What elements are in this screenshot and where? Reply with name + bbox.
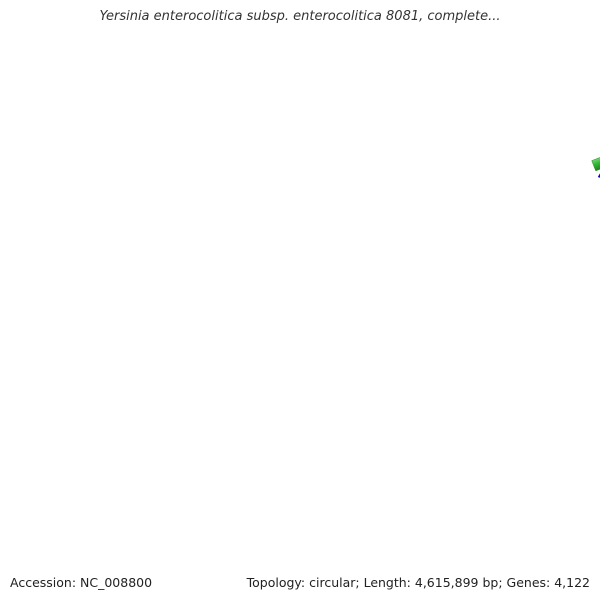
gene-feature[interactable] [591,140,600,172]
accession-text: Accession: NC_008800 [10,575,153,590]
topology-text: Topology: circular; Length: 4,615,899 bp… [246,575,590,590]
genes-group [591,140,600,178]
map-title: Yersinia enterocolitica subsp. enterocol… [99,9,501,24]
